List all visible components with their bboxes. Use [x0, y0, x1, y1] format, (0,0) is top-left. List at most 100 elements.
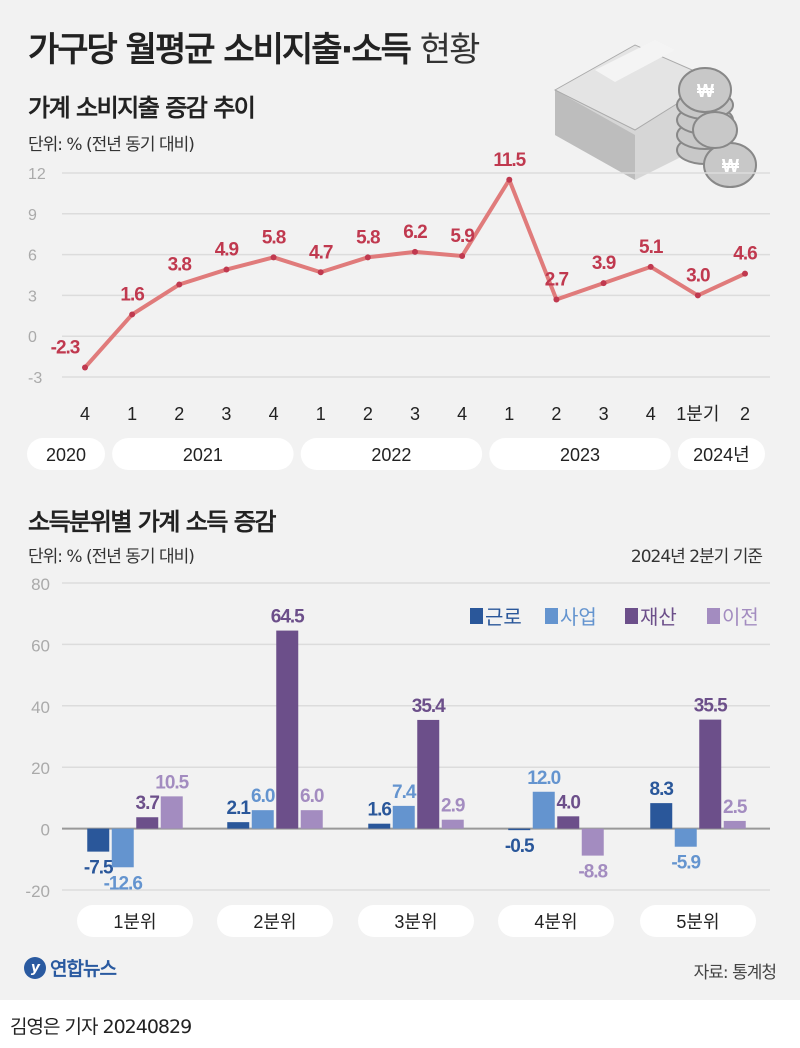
- data-label: 10.5: [155, 772, 189, 793]
- data-label: 6.0: [300, 786, 324, 807]
- data-point: [270, 254, 277, 261]
- data-point: [82, 364, 88, 371]
- data-label: 2.9: [441, 796, 465, 817]
- year-pill: [489, 438, 671, 470]
- data-label: 11.5: [493, 150, 526, 171]
- bar-재산: [276, 630, 299, 829]
- bar-재산: [417, 719, 440, 829]
- category-label: 5분위: [676, 912, 719, 932]
- x-tick-label: 3: [410, 404, 420, 424]
- data-label: 3.9: [592, 253, 616, 274]
- year-pill: [27, 438, 105, 470]
- data-point: [317, 269, 324, 276]
- y-tick-label: 0: [28, 329, 37, 346]
- data-label: 1.6: [120, 284, 144, 305]
- data-point: [600, 280, 607, 287]
- data-point: [553, 296, 560, 303]
- year-label: 2023: [560, 445, 600, 465]
- credit-text: 김영은 기자 20240829: [10, 1016, 192, 1038]
- bar-사업: [251, 810, 274, 829]
- bar-근로: [368, 823, 391, 829]
- year-label: 2022: [371, 445, 411, 465]
- category-pill: [358, 905, 474, 937]
- data-label: 1.6: [368, 800, 392, 821]
- legend-swatch: [707, 608, 720, 624]
- bar-근로: [650, 803, 673, 829]
- bar-재산: [557, 816, 580, 829]
- year-pill: [112, 438, 294, 470]
- legend-label: 근로: [485, 607, 522, 629]
- data-label: 35.5: [694, 696, 728, 717]
- data-label: 4.7: [309, 242, 333, 263]
- x-tick-label: 3: [599, 404, 609, 424]
- line-chart-unit: 단위: % (전년 동기 대비): [28, 135, 195, 155]
- legend-label: 사업: [560, 606, 597, 629]
- data-point: [647, 263, 654, 270]
- data-label: 12.0: [527, 768, 560, 789]
- y-tick-label: 40: [31, 698, 50, 717]
- category-label: 4분위: [534, 912, 577, 932]
- year-label: 2021: [183, 445, 223, 465]
- x-tick-label: 2: [740, 404, 750, 424]
- x-tick-label: 4: [646, 404, 656, 424]
- bar-이전: [581, 828, 604, 856]
- category-pill: [498, 905, 614, 937]
- data-label: 4.0: [557, 792, 581, 813]
- data-point: [412, 248, 418, 255]
- y-tick-label: 80: [31, 575, 50, 594]
- source-text: 자료: 통계청: [693, 963, 777, 983]
- year-pill: [300, 438, 483, 470]
- y-tick-label: 20: [31, 759, 50, 778]
- footer-bar: [0, 1000, 800, 1048]
- page-title: 가구당 월평균 소비지출·소득 현황: [28, 22, 481, 71]
- category-label: 2분위: [253, 912, 296, 932]
- data-label: 8.3: [650, 779, 674, 800]
- svg-text:₩: ₩: [722, 156, 739, 176]
- bar-사업: [674, 828, 697, 847]
- x-tick-label: 1: [316, 404, 326, 424]
- x-tick-label: 1분기: [676, 404, 719, 424]
- bar-사업: [532, 791, 555, 829]
- bar-chart-title: 소득분위별 가계 소득 증감: [28, 508, 276, 536]
- bar-근로: [227, 822, 250, 829]
- data-point: [364, 254, 371, 261]
- bar-재산: [699, 719, 722, 829]
- data-point: [223, 266, 230, 273]
- line-chart: 129630-3-2.341.613.824.935.844.715.826.2…: [27, 150, 770, 470]
- data-label: 3.0: [686, 265, 710, 286]
- legend-swatch: [545, 608, 558, 624]
- title-main: 가구당 월평균 소비지출·소득: [28, 30, 412, 70]
- x-tick-label: 1: [127, 404, 137, 424]
- y-tick-label: 12: [28, 166, 46, 183]
- data-label: -5.9: [671, 853, 700, 874]
- data-label: 5.1: [639, 237, 664, 258]
- data-point: [694, 292, 701, 299]
- data-label: -7.5: [84, 858, 114, 879]
- data-label: 5.8: [262, 227, 286, 248]
- data-point: [176, 281, 183, 288]
- x-tick-label: 2: [551, 404, 561, 424]
- data-point: [129, 311, 136, 318]
- y-tick-label: 60: [31, 636, 50, 655]
- year-label: 2020: [46, 445, 86, 465]
- bar-이전: [300, 810, 323, 829]
- data-point: [506, 176, 513, 183]
- bar-chart-unit: 단위: % (전년 동기 대비): [28, 547, 195, 567]
- data-point: [742, 270, 748, 277]
- data-label: -2.3: [51, 337, 80, 358]
- bar-재산: [136, 817, 159, 829]
- category-pill: [77, 905, 193, 937]
- bar-chart-note: 2024년 2분기 기준: [630, 547, 763, 567]
- yonhap-logo: y 연합뉴스: [24, 954, 117, 981]
- y-tick-label: 0: [41, 821, 50, 840]
- title-light: 현황: [419, 30, 481, 70]
- category-pill: [217, 905, 333, 937]
- data-label: 2.5: [723, 797, 748, 818]
- data-label: 2.7: [545, 269, 569, 290]
- bar-사업: [392, 805, 415, 829]
- y-tick-label: -20: [25, 882, 50, 901]
- data-label: 6.2: [403, 222, 427, 243]
- x-tick-label: 4: [269, 404, 279, 424]
- x-tick-label: 4: [80, 404, 90, 424]
- legend-swatch: [625, 608, 638, 624]
